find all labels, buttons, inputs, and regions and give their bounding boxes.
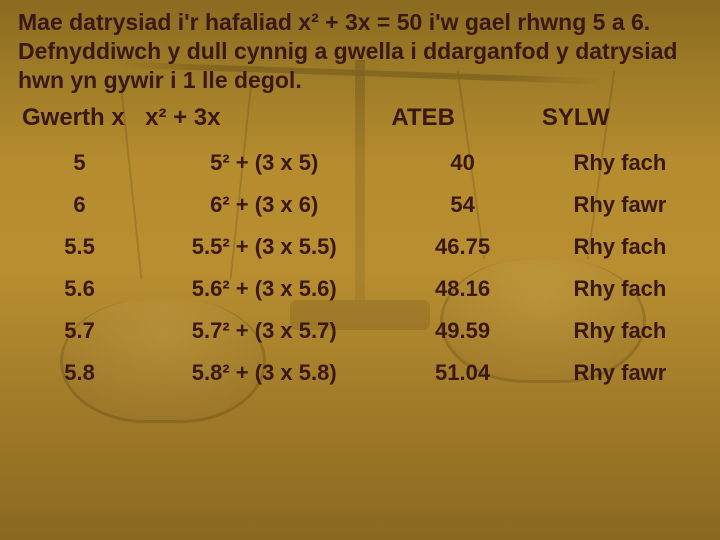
cell-comment: Rhy fawr [538, 184, 702, 226]
problem-statement: Mae datrysiad i'r hafaliad x² + 3x = 50 … [18, 8, 702, 94]
cell-x: 6 [18, 184, 141, 226]
cell-comment: Rhy fach [538, 268, 702, 310]
cell-formula: 5² + (3 x 5) [141, 142, 387, 184]
cell-comment: Rhy fach [538, 142, 702, 184]
cell-formula: 5.6² + (3 x 5.6) [141, 268, 387, 310]
cell-answer: 49.59 [387, 310, 537, 352]
table-header-row: Gwerth x x² + 3x ATEB SYLW [18, 100, 702, 142]
table-row: 5.7 5.7² + (3 x 5.7) 49.59 Rhy fach [18, 310, 702, 352]
cell-formula: 6² + (3 x 6) [141, 184, 387, 226]
cell-comment: Rhy fach [538, 310, 702, 352]
header-x: Gwerth x [18, 100, 141, 142]
table-row: 5.6 5.6² + (3 x 5.6) 48.16 Rhy fach [18, 268, 702, 310]
cell-answer: 48.16 [387, 268, 537, 310]
cell-x: 5.5 [18, 226, 141, 268]
cell-comment: Rhy fach [538, 226, 702, 268]
cell-answer: 51.04 [387, 352, 537, 394]
header-answer: ATEB [387, 100, 537, 142]
cell-answer: 46.75 [387, 226, 537, 268]
cell-x: 5.7 [18, 310, 141, 352]
cell-x: 5.8 [18, 352, 141, 394]
cell-formula: 5.7² + (3 x 5.7) [141, 310, 387, 352]
table-row: 5.5 5.5² + (3 x 5.5) 46.75 Rhy fach [18, 226, 702, 268]
cell-x: 5.6 [18, 268, 141, 310]
table-row: 5 5² + (3 x 5) 40 Rhy fach [18, 142, 702, 184]
table-row: 5.8 5.8² + (3 x 5.8) 51.04 Rhy fawr [18, 352, 702, 394]
cell-formula: 5.5² + (3 x 5.5) [141, 226, 387, 268]
cell-answer: 54 [387, 184, 537, 226]
header-comment: SYLW [538, 100, 702, 142]
cell-formula: 5.8² + (3 x 5.8) [141, 352, 387, 394]
cell-x: 5 [18, 142, 141, 184]
table-row: 6 6² + (3 x 6) 54 Rhy fawr [18, 184, 702, 226]
trial-table: Gwerth x x² + 3x ATEB SYLW 5 5² + (3 x 5… [18, 100, 702, 394]
header-formula: x² + 3x [141, 100, 387, 142]
cell-comment: Rhy fawr [538, 352, 702, 394]
slide-content: Mae datrysiad i'r hafaliad x² + 3x = 50 … [0, 0, 720, 394]
cell-answer: 40 [387, 142, 537, 184]
